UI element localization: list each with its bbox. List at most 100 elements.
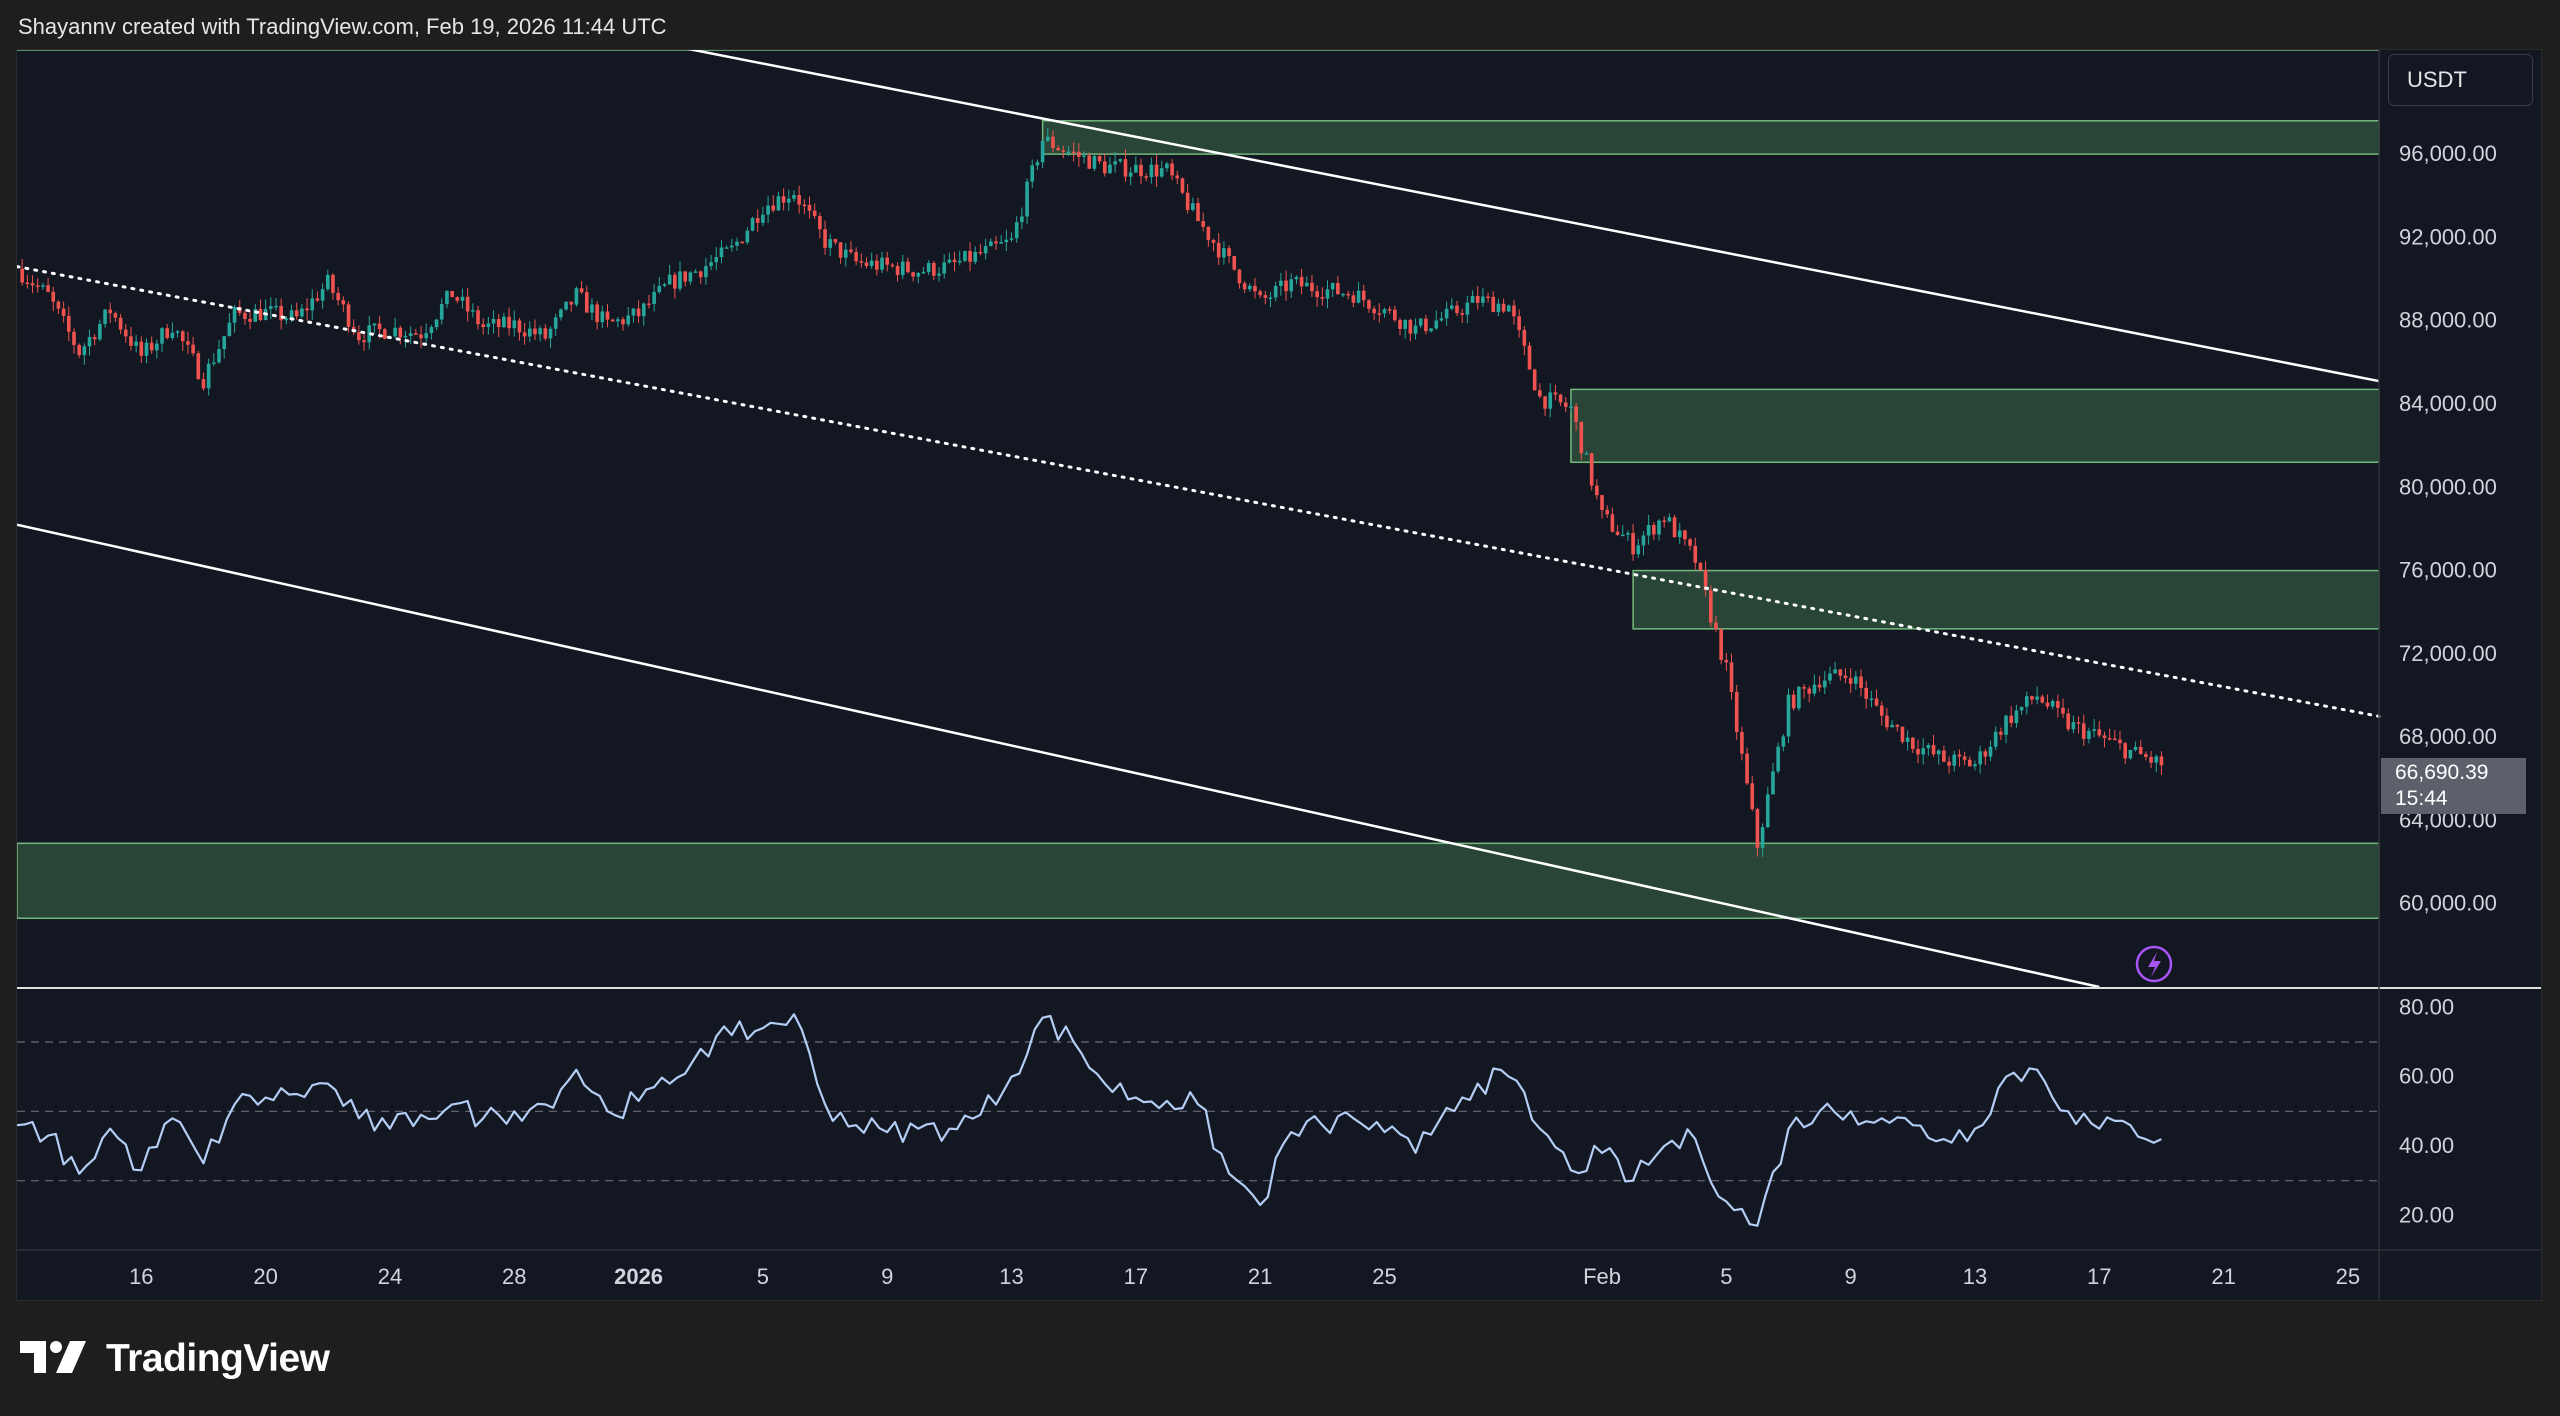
channel-lines	[17, 50, 2381, 989]
candle-body	[1351, 295, 1356, 303]
candle-body	[408, 333, 413, 336]
candle-body	[1636, 545, 1641, 555]
candle-body	[1268, 297, 1273, 299]
candle-body	[1667, 517, 1672, 522]
candle-body	[46, 285, 50, 292]
candle-body	[1693, 545, 1698, 563]
tradingview-logo[interactable]: TradingView	[20, 1334, 330, 1384]
candle-body	[1077, 151, 1081, 157]
candle-body	[921, 271, 926, 274]
candle-body	[1797, 686, 1801, 709]
candle-body	[2035, 696, 2039, 700]
candle-body	[1900, 726, 1905, 742]
candle-body	[1765, 794, 1770, 828]
candle-body	[1854, 676, 1858, 684]
alert-icon[interactable]	[2135, 945, 2173, 983]
candle-body	[1273, 285, 1278, 298]
candle-body	[1035, 162, 1040, 166]
chart-area[interactable]: 96,000.00 92,000.00 88,000.00 84,000.00 80,0…	[16, 49, 2542, 1301]
candle-body	[714, 257, 719, 263]
candle-body	[1341, 293, 1345, 296]
candle-body	[968, 251, 972, 262]
time-tick-label: 13	[999, 1264, 1023, 1289]
candle-body	[486, 323, 491, 328]
candle-body	[123, 329, 128, 337]
candle-body	[66, 315, 71, 332]
candle-body	[1051, 136, 1055, 149]
candle-body	[688, 272, 693, 282]
candle-body	[1988, 746, 1993, 757]
candle-body	[393, 327, 397, 337]
candle-body	[248, 318, 252, 322]
candle-body	[2087, 730, 2091, 739]
candle-body	[2009, 715, 2014, 723]
candle-body	[222, 336, 227, 350]
candle-body	[833, 239, 838, 243]
candle-body	[1771, 771, 1775, 795]
candle-body	[2024, 696, 2029, 707]
candle-body	[1973, 764, 1977, 767]
candle-body	[647, 303, 651, 306]
candle-body	[1356, 290, 1361, 303]
candle-body	[1698, 562, 1703, 571]
candle-body	[1315, 291, 1319, 298]
candle-body	[403, 335, 408, 338]
time-tick-label: 20	[253, 1264, 277, 1289]
rsi-tick-label: 40.00	[2399, 1133, 2454, 1158]
time-tick-label: 17	[2087, 1264, 2111, 1289]
candle-body	[1444, 308, 1449, 319]
candle-body	[496, 319, 501, 328]
candle-body	[724, 247, 729, 249]
price-tick-label: 96,000.00	[2399, 141, 2497, 166]
candle-body	[641, 303, 646, 317]
chart-canvas[interactable]: 96,000.00 92,000.00 88,000.00 84,000.00 80,0…	[17, 50, 2541, 1300]
candle-body	[1263, 295, 1268, 298]
candle-body	[1025, 181, 1029, 217]
candle-body	[1185, 192, 1190, 210]
candle-body	[1579, 421, 1584, 454]
tradingview-wordmark: TradingView	[106, 1337, 330, 1380]
candle-body	[1983, 751, 1988, 757]
candle-body	[595, 304, 599, 323]
candle-body	[1439, 318, 1444, 321]
currency-selector[interactable]: USDT	[2388, 54, 2533, 106]
candle-body	[709, 262, 713, 267]
candle-body	[1589, 453, 1594, 486]
candle-body	[1527, 345, 1532, 370]
candle-body	[284, 318, 289, 321]
price-tick-label: 76,000.00	[2399, 558, 2497, 583]
candle-body	[1289, 279, 1294, 292]
candle-body	[2102, 735, 2107, 738]
time-tick-label: 21	[2211, 1264, 2235, 1289]
candle-body	[2107, 737, 2112, 740]
candle-body	[2092, 729, 2096, 731]
time-tick-label: Feb	[1583, 1264, 1621, 1289]
candle-body	[1600, 495, 1604, 510]
candle-body	[569, 301, 574, 305]
time-tick-label: 25	[1372, 1264, 1396, 1289]
candle-body	[761, 214, 765, 223]
candle-body	[1237, 269, 1242, 284]
candle-body	[1211, 240, 1216, 243]
candle-body	[25, 282, 30, 285]
candle-body	[600, 311, 605, 323]
candle-body	[610, 319, 615, 322]
candle-body	[802, 204, 807, 207]
candle-body	[1310, 282, 1314, 292]
candle-body	[1061, 150, 1066, 152]
candle-body	[1247, 285, 1252, 290]
candle-body	[983, 246, 988, 254]
candle-body	[1905, 737, 1910, 742]
candle-body	[377, 323, 382, 330]
candle-body	[735, 241, 739, 246]
candle-body	[952, 259, 957, 263]
candle-body	[517, 320, 522, 333]
candle-body	[574, 288, 579, 305]
candle-body	[1336, 283, 1340, 295]
candle-body	[616, 319, 620, 322]
alert-icon-circle[interactable]	[2135, 945, 2173, 983]
rsi-indicator	[17, 1013, 2162, 1227]
candle-body	[476, 310, 480, 325]
candle-body	[1279, 280, 1283, 286]
candle-body	[1936, 750, 1941, 755]
